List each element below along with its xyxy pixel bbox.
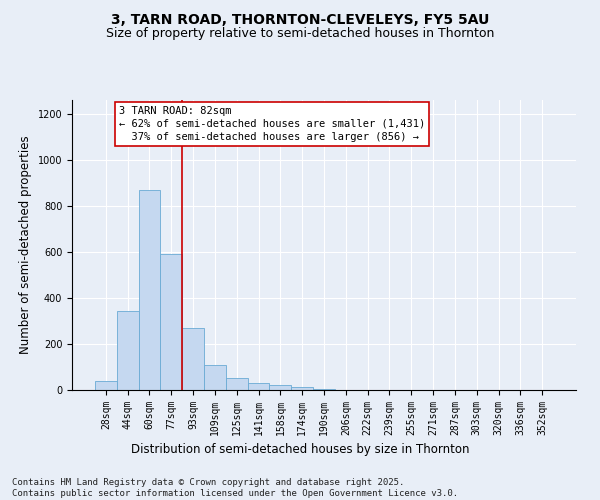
Bar [95, 381, 117, 390]
Bar [204, 364, 226, 390]
Bar [117, 310, 139, 390]
Text: Distribution of semi-detached houses by size in Thornton: Distribution of semi-detached houses by … [131, 442, 469, 456]
Text: 3, TARN ROAD, THORNTON-CLEVELEYS, FY5 5AU: 3, TARN ROAD, THORNTON-CLEVELEYS, FY5 5A… [111, 12, 489, 26]
Bar [291, 387, 313, 390]
Bar [248, 383, 269, 390]
Bar [226, 378, 248, 390]
Bar [182, 328, 204, 390]
Bar [139, 190, 160, 390]
Text: Contains HM Land Registry data © Crown copyright and database right 2025.
Contai: Contains HM Land Registry data © Crown c… [12, 478, 458, 498]
Text: Size of property relative to semi-detached houses in Thornton: Size of property relative to semi-detach… [106, 28, 494, 40]
Y-axis label: Number of semi-detached properties: Number of semi-detached properties [19, 136, 32, 354]
Bar [160, 254, 182, 390]
Text: 3 TARN ROAD: 82sqm
← 62% of semi-detached houses are smaller (1,431)
  37% of se: 3 TARN ROAD: 82sqm ← 62% of semi-detache… [119, 106, 425, 142]
Bar [269, 386, 291, 390]
Bar [313, 389, 335, 390]
